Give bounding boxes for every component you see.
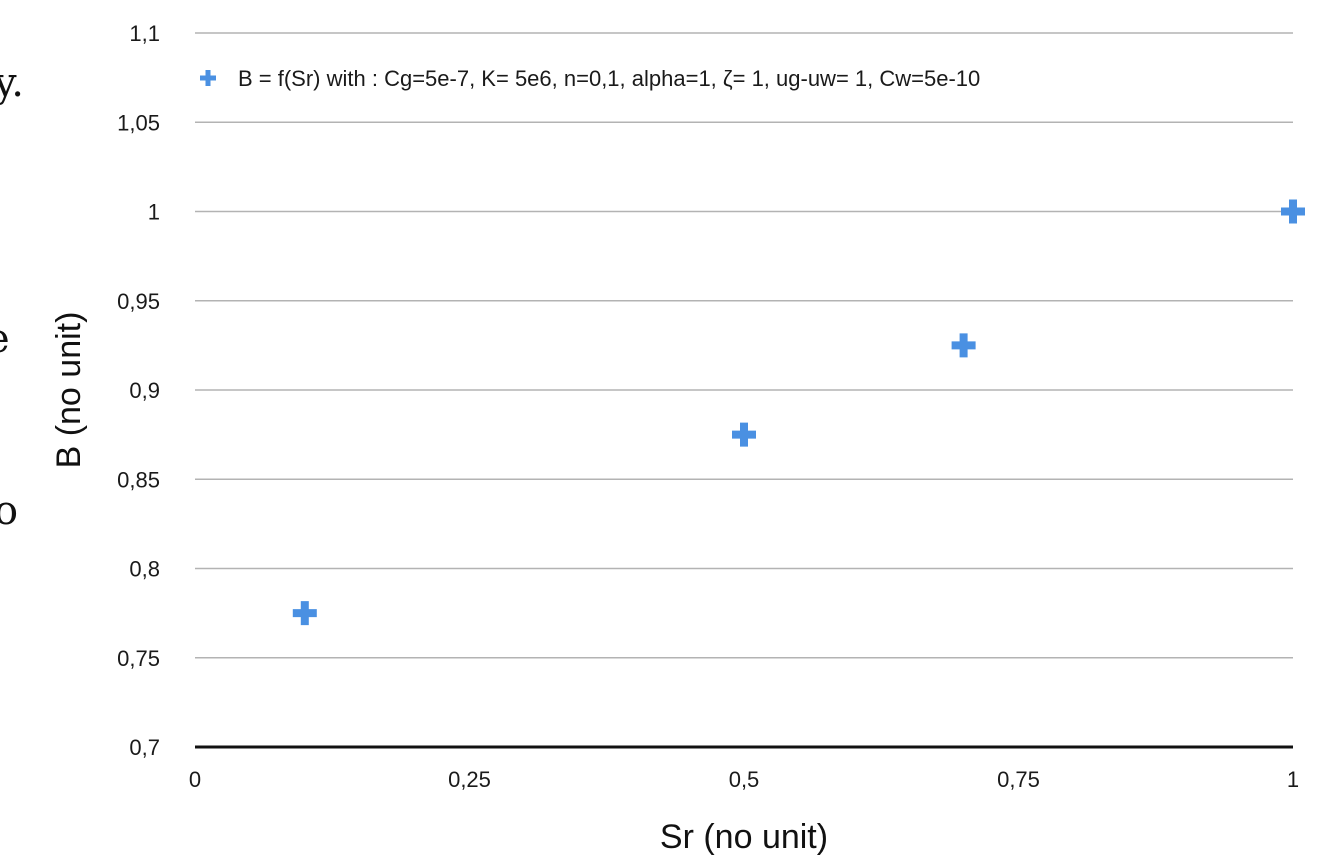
y-tick-label: 0,95: [117, 289, 160, 314]
legend-marker-shape: [200, 70, 216, 86]
gridlines: [195, 32, 1293, 659]
x-tick-label: 0,25: [448, 767, 491, 792]
edge-text-top: y.: [0, 60, 24, 106]
y-tick-labels: 0,7 0,75 0,8 0,85 0,9 0,95 1 1,05 1,1: [117, 21, 160, 760]
data-points: [292, 199, 1305, 626]
data-point-1: [292, 601, 317, 626]
x-tick-label: 0,5: [729, 767, 760, 792]
y-tick-label: 1,1: [129, 21, 160, 46]
background-text-fragments: y. e o: [0, 60, 24, 534]
legend-plus-marker: [200, 70, 216, 86]
x-tick-label: 1: [1287, 767, 1299, 792]
x-axis-title: Sr (no unit): [660, 818, 828, 856]
y-tick-label: 0,8: [129, 557, 160, 582]
data-point-4: [1281, 199, 1305, 224]
legend: B = f(Sr) with : Cg=5e-7, K= 5e6, n=0,1,…: [200, 66, 980, 91]
y-tick-label: 0,7: [129, 735, 160, 760]
y-tick-label: 0,9: [129, 378, 160, 403]
edge-text-mid: e: [0, 316, 10, 362]
legend-series-label: B = f(Sr) with : Cg=5e-7, K= 5e6, n=0,1,…: [238, 66, 980, 91]
edge-text-low: o: [0, 488, 18, 534]
y-tick-label: 1,05: [117, 110, 160, 135]
y-axis-title: B (no unit): [50, 312, 88, 469]
x-tick-labels: 0 0,25 0,5 0,75 1: [189, 767, 1299, 792]
y-tick-label: 0,85: [117, 467, 160, 492]
y-tick-label: 0,75: [117, 646, 160, 671]
x-tick-label: 0,75: [997, 767, 1040, 792]
data-point-3: [951, 333, 976, 358]
data-point-2: [732, 422, 756, 447]
y-tick-label: 1: [148, 200, 160, 225]
x-tick-label: 0: [189, 767, 201, 792]
